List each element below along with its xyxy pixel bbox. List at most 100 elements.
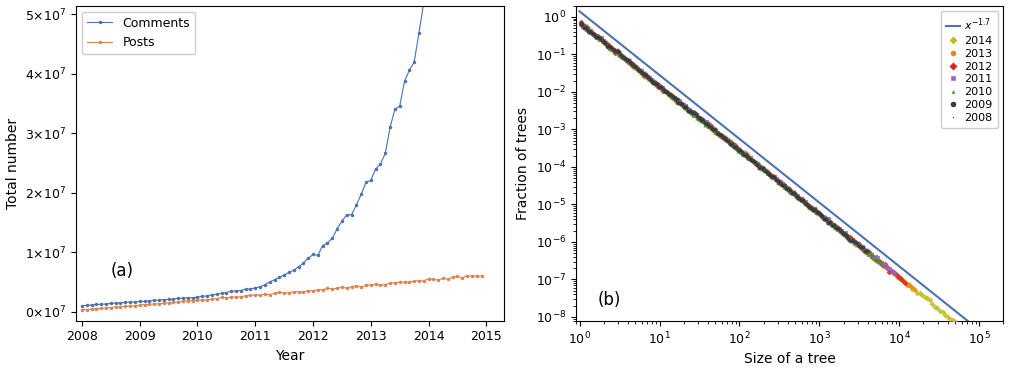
2013 xyxy=(575,22,591,28)
2013 xyxy=(864,253,880,259)
2009 xyxy=(610,49,627,55)
2011 xyxy=(756,166,772,172)
2009 xyxy=(616,55,633,61)
2008 xyxy=(750,161,766,167)
2010 xyxy=(782,189,798,195)
2010 xyxy=(679,105,695,111)
2008 xyxy=(643,77,659,83)
2011 xyxy=(711,132,727,138)
2009 xyxy=(753,165,769,171)
2011 xyxy=(688,112,704,118)
2014 xyxy=(758,168,774,174)
2011 xyxy=(748,160,764,166)
2008 xyxy=(770,178,786,184)
2013 xyxy=(880,265,896,271)
2008 xyxy=(833,230,850,235)
2013 xyxy=(739,155,755,161)
2014 xyxy=(645,78,661,84)
2009 xyxy=(630,67,646,73)
2013 xyxy=(631,68,647,74)
2008 xyxy=(642,75,658,81)
2008 xyxy=(759,170,775,176)
2013 xyxy=(839,234,856,240)
2013 xyxy=(752,164,768,170)
2014 xyxy=(858,247,874,253)
2010 xyxy=(734,151,750,157)
2013 xyxy=(727,145,744,151)
2010 xyxy=(834,228,851,234)
2009 xyxy=(712,132,728,138)
2011 xyxy=(771,180,787,186)
2013 xyxy=(814,214,830,220)
2009 xyxy=(676,103,692,109)
2011 xyxy=(735,151,751,157)
2009 xyxy=(757,168,773,174)
2011 xyxy=(737,151,753,157)
2012 xyxy=(864,254,880,260)
2010 xyxy=(740,154,756,160)
2014 xyxy=(711,131,727,137)
2009 xyxy=(724,141,741,147)
2013 xyxy=(817,216,833,222)
2012 xyxy=(686,112,702,118)
2011 xyxy=(794,196,810,202)
2009 xyxy=(751,164,767,170)
2009 xyxy=(797,200,813,206)
2011 xyxy=(874,260,890,266)
2008 xyxy=(601,44,618,50)
2012 xyxy=(771,178,787,184)
Line: Comments: Comments xyxy=(80,1,483,307)
2011 xyxy=(765,174,781,180)
2014 xyxy=(583,28,599,34)
2009 xyxy=(646,80,662,86)
2011 xyxy=(593,35,609,41)
2013 xyxy=(597,39,613,45)
2009 xyxy=(572,20,588,26)
2010 xyxy=(667,95,683,101)
2011 xyxy=(833,228,850,234)
2009 xyxy=(734,149,750,155)
2009 xyxy=(810,210,826,216)
2013 xyxy=(792,196,808,202)
2011 xyxy=(626,63,642,69)
2010 xyxy=(863,251,879,257)
2008 xyxy=(677,103,693,109)
2012 xyxy=(642,76,658,82)
Comments xyxy=(418,0,430,5)
2008 xyxy=(608,49,625,55)
2009 xyxy=(586,31,602,37)
2009 xyxy=(727,144,744,150)
Comments xyxy=(399,79,411,83)
2012 xyxy=(871,258,887,264)
2012 xyxy=(718,137,735,142)
2014 xyxy=(873,259,889,265)
2010 xyxy=(691,115,707,121)
2010 xyxy=(730,148,746,154)
2012 xyxy=(858,248,874,254)
2011 xyxy=(693,116,709,122)
2013 xyxy=(866,256,882,262)
2011 xyxy=(697,119,713,125)
2008 xyxy=(804,205,820,211)
2013 xyxy=(860,251,876,257)
2011 xyxy=(663,93,679,99)
2014 xyxy=(706,127,722,133)
2011 xyxy=(798,199,814,205)
2014 xyxy=(944,317,961,323)
2010 xyxy=(786,192,802,198)
2011 xyxy=(709,130,725,136)
2008 xyxy=(603,45,620,51)
2011 xyxy=(718,136,735,142)
2013 xyxy=(579,25,595,31)
2014 xyxy=(896,278,912,284)
2010 xyxy=(645,78,661,84)
2009 xyxy=(726,144,743,150)
2011 xyxy=(788,192,804,198)
2014 xyxy=(573,20,589,26)
2013 xyxy=(653,86,669,92)
2013 xyxy=(612,52,629,58)
2014 xyxy=(839,234,856,240)
2011 xyxy=(695,119,711,125)
2011 xyxy=(845,238,861,244)
2011 xyxy=(676,102,692,108)
